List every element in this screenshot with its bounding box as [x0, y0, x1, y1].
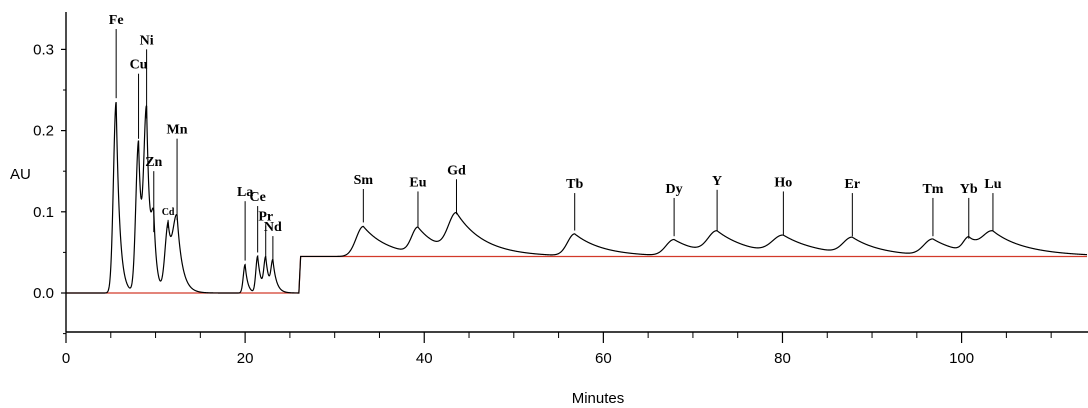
x-tick-label: 40	[416, 350, 433, 367]
peak-sm: Sm	[354, 173, 374, 223]
axes: 0.0 0.1 0.2 0.3 0 20 40 60 80 100	[33, 12, 1088, 367]
peak-la: La	[237, 185, 253, 261]
peak-label: La	[237, 185, 253, 200]
peak-fe: Fe	[109, 13, 124, 99]
peak-label: Eu	[409, 175, 426, 190]
x-tick-label: 0	[62, 350, 70, 367]
x-tick-label: 80	[774, 350, 791, 367]
peak-label: Y	[712, 174, 722, 189]
x-axis-title: Minutes	[572, 390, 625, 407]
peak-label: Cd	[162, 207, 175, 218]
y-tick-label: 0.1	[33, 204, 54, 221]
peak-label: Gd	[447, 163, 466, 178]
x-tick-label: 100	[949, 350, 974, 367]
peak-label: Er	[845, 177, 861, 192]
peak-label: Cu	[130, 58, 148, 73]
peak-tm: Tm	[922, 182, 944, 237]
peak-label: Nd	[264, 220, 282, 235]
peak-label: Ni	[140, 33, 154, 48]
peak-mn: Mn	[167, 123, 188, 220]
x-tick-label: 60	[595, 350, 612, 367]
peak-label: Ce	[249, 190, 265, 205]
peak-gd: Gd	[447, 163, 466, 215]
peak-yb: Yb	[960, 182, 978, 239]
peak-cd: Cd	[162, 207, 175, 228]
peak-label: Fe	[109, 13, 124, 28]
peak-cu: Cu	[130, 58, 148, 139]
peak-er: Er	[845, 177, 861, 237]
peak-label: Sm	[354, 173, 374, 188]
peak-zn: Zn	[145, 155, 163, 233]
y-axis-title: AU	[10, 166, 31, 183]
peak-dy: Dy	[666, 182, 683, 237]
peak-label: Ho	[774, 175, 792, 190]
peak-pr: Pr	[258, 210, 273, 257]
peak-ni: Ni	[140, 33, 154, 119]
peak-label: Yb	[960, 182, 978, 197]
peak-lu: Lu	[984, 177, 1002, 232]
peak-label: Tm	[922, 182, 943, 197]
peak-label: Mn	[167, 123, 188, 138]
chromatogram-trace	[66, 101, 1088, 294]
peak-label: Lu	[984, 177, 1001, 192]
y-tick-label: 0.2	[33, 123, 54, 140]
peak-ce: Ce	[249, 190, 266, 253]
x-tick-label: 20	[237, 350, 254, 367]
y-tick-label: 0.3	[33, 41, 54, 58]
peak-tb: Tb	[566, 177, 583, 231]
peak-label: Pr	[258, 210, 273, 225]
peak-label: Dy	[666, 182, 683, 197]
peak-eu: Eu	[409, 175, 427, 227]
plot-area	[66, 101, 1088, 294]
peak-y: Y	[712, 174, 722, 231]
peak-label: Tb	[566, 177, 583, 192]
peak-ho: Ho	[774, 175, 792, 235]
baseline-line	[66, 255, 1087, 294]
peak-nd: Nd	[264, 220, 282, 261]
y-tick-label: 0.0	[33, 285, 54, 302]
peak-label: Zn	[145, 155, 162, 170]
